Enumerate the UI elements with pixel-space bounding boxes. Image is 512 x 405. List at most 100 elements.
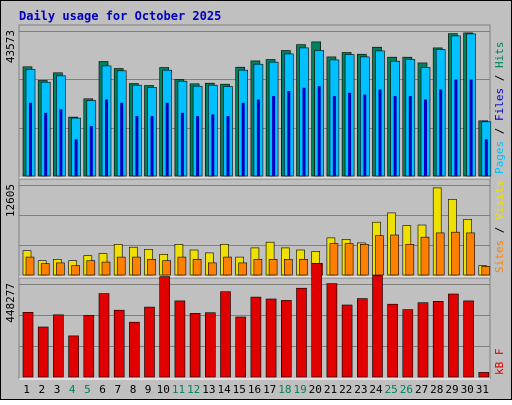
bar-middle-sites-day-29 bbox=[451, 231, 460, 276]
x-tick-label-day-17: 17 bbox=[263, 383, 276, 396]
bar-top-files-day-8 bbox=[135, 116, 139, 176]
panel-bottom-ymax-label: 448277 bbox=[4, 283, 17, 323]
bar-top-files-day-18 bbox=[287, 91, 291, 176]
bar-middle-sites-day-12 bbox=[192, 258, 202, 276]
bar-top-files-day-22 bbox=[348, 92, 352, 176]
bar-bottom-kb-f-day-11 bbox=[174, 300, 186, 378]
x-tick-label-day-11: 11 bbox=[172, 383, 185, 396]
bar-middle-sites-day-9 bbox=[147, 258, 156, 276]
bar-bottom-kb-f-day-17 bbox=[265, 298, 277, 378]
bar-top-files-day-3 bbox=[59, 109, 63, 176]
x-tick-label-day-8: 8 bbox=[130, 383, 137, 396]
x-tick-label-day-18: 18 bbox=[278, 383, 291, 396]
bar-bottom-kb-f-day-12 bbox=[189, 312, 201, 378]
bar-bottom-kb-f-day-18 bbox=[280, 300, 292, 378]
bar-middle-sites-day-1 bbox=[25, 256, 35, 276]
bar-middle-sites-day-23 bbox=[359, 244, 369, 276]
bar-top-files-day-9 bbox=[150, 116, 154, 176]
bar-top-files-day-5 bbox=[89, 126, 93, 176]
bar-top-files-day-19 bbox=[302, 87, 306, 176]
bar-middle-sites-day-27 bbox=[420, 236, 430, 276]
bar-top-files-day-12 bbox=[196, 116, 200, 176]
x-tick-label-day-20: 20 bbox=[309, 383, 322, 396]
x-tick-label-day-10: 10 bbox=[157, 383, 170, 396]
chart-title: Daily usage for October 2025 bbox=[19, 9, 221, 23]
bar-middle-sites-day-3 bbox=[56, 262, 65, 276]
bar-middle-sites-day-7 bbox=[116, 256, 126, 276]
panel-bottom-legend-part-0: kB F bbox=[493, 349, 506, 376]
bar-top-files-day-23 bbox=[363, 94, 367, 176]
bar-middle-sites-day-8 bbox=[132, 256, 141, 276]
bar-bottom-kb-f-day-14 bbox=[220, 291, 231, 378]
bar-top-files-day-30 bbox=[469, 79, 473, 176]
panel-middle-ymax-label: 12605 bbox=[4, 184, 17, 217]
x-axis-labels: 1 2 3 4 5 6 7 8 9 10 11 12 13 14 15 16 17 18 19 20 21 22 23 24 2… bbox=[23, 383, 489, 396]
bar-bottom-kb-f-day-24 bbox=[372, 275, 383, 378]
x-tick-label-day-27: 27 bbox=[415, 383, 428, 396]
bar-top-files-day-31 bbox=[484, 139, 488, 176]
bar-middle-sites-day-19 bbox=[299, 258, 308, 276]
bar-top-files-day-13 bbox=[211, 114, 215, 176]
x-tick-label-day-29: 29 bbox=[445, 383, 458, 396]
bar-bottom-kb-f-day-31 bbox=[478, 372, 490, 378]
bar-top-files-day-17 bbox=[272, 96, 276, 176]
panel-middle-legend-part-1: / bbox=[493, 220, 506, 240]
bar-middle-sites-day-13 bbox=[208, 262, 217, 276]
bar-bottom-kb-f-day-5 bbox=[83, 315, 95, 378]
bar-top-files-day-1 bbox=[29, 102, 32, 176]
bar-middle-sites-day-17 bbox=[268, 258, 278, 276]
bar-bottom-kb-f-day-10 bbox=[159, 276, 170, 378]
bar-bottom-kb-f-day-2 bbox=[37, 326, 49, 378]
x-tick-label-day-2: 2 bbox=[38, 383, 45, 396]
bar-top-files-day-10 bbox=[165, 102, 169, 176]
x-tick-label-day-14: 14 bbox=[217, 383, 231, 396]
bar-bottom-kb-f-day-25 bbox=[387, 303, 398, 378]
x-tick-label-day-16: 16 bbox=[248, 383, 261, 396]
bar-middle-sites-day-15 bbox=[238, 262, 247, 276]
bar-top-files-day-15 bbox=[241, 102, 245, 176]
bar-top-files-day-21 bbox=[332, 96, 336, 176]
bar-bottom-kb-f-day-20 bbox=[311, 262, 323, 378]
bar-middle-sites-day-21 bbox=[329, 243, 339, 276]
bar-bottom-kb-f-day-15 bbox=[235, 316, 246, 378]
bar-top-files-day-25 bbox=[393, 96, 397, 176]
bar-middle-sites-day-2 bbox=[40, 263, 50, 276]
x-tick-label-day-4: 4 bbox=[69, 383, 76, 396]
bar-middle-sites-day-31 bbox=[481, 266, 491, 276]
bar-middle-sites-day-14 bbox=[223, 256, 232, 276]
bar-top-files-day-11 bbox=[180, 112, 184, 176]
bar-top-files-day-6 bbox=[105, 99, 108, 176]
bar-middle-sites-day-4 bbox=[71, 265, 80, 276]
bar-bottom-kb-f-day-29 bbox=[448, 293, 459, 378]
bar-bottom-kb-f-day-7 bbox=[113, 309, 125, 378]
x-tick-label-day-21: 21 bbox=[324, 383, 337, 396]
x-tick-label-day-7: 7 bbox=[114, 383, 121, 396]
panel-top-legend-part-4: Hits bbox=[493, 42, 506, 69]
x-tick-label-day-6: 6 bbox=[99, 383, 106, 396]
bar-bottom-kb-f-day-30 bbox=[463, 300, 474, 378]
bar-middle-sites-day-28 bbox=[435, 232, 445, 276]
bar-bottom-kb-f-day-27 bbox=[417, 302, 429, 378]
bar-bottom-kb-f-day-26 bbox=[402, 309, 414, 378]
bar-bottom-kb-f-day-9 bbox=[144, 306, 155, 378]
bar-bottom-kb-f-day-28 bbox=[432, 300, 444, 378]
bar-bottom-kb-f-day-3 bbox=[53, 314, 64, 378]
bar-middle-sites-day-5 bbox=[86, 260, 96, 276]
x-tick-label-day-9: 9 bbox=[145, 383, 152, 396]
bar-top-files-day-2 bbox=[44, 112, 48, 176]
bar-top-files-day-24 bbox=[378, 89, 382, 176]
panel-top-legend-part-0: Pages bbox=[493, 141, 506, 174]
panel-middle-legend: Sites / Visits bbox=[493, 180, 506, 273]
bar-top-files-day-28 bbox=[439, 89, 443, 176]
bar-middle-sites-day-26 bbox=[405, 244, 415, 276]
x-tick-label-day-1: 1 bbox=[23, 383, 30, 396]
x-tick-label-day-26: 26 bbox=[400, 383, 413, 396]
x-tick-label-day-19: 19 bbox=[293, 383, 306, 396]
bar-bottom-kb-f-day-16 bbox=[250, 296, 262, 378]
bar-bottom-kb-f-day-23 bbox=[356, 298, 368, 378]
bar-middle-sites-day-30 bbox=[466, 232, 475, 276]
bar-top-files-day-20 bbox=[317, 86, 321, 176]
x-tick-label-day-24: 24 bbox=[369, 383, 383, 396]
